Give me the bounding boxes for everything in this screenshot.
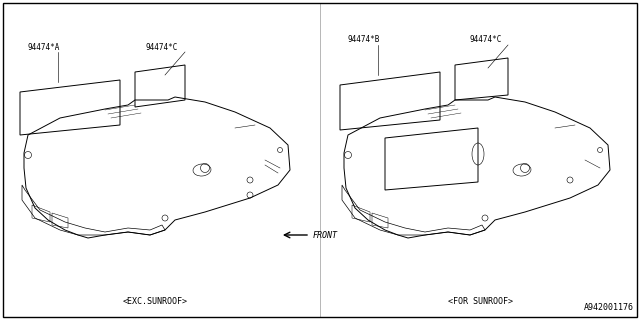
Text: A942001176: A942001176 xyxy=(584,303,634,312)
Text: <EXC.SUNROOF>: <EXC.SUNROOF> xyxy=(122,298,188,307)
Text: <FOR SUNROOF>: <FOR SUNROOF> xyxy=(447,298,513,307)
Text: 94474*C: 94474*C xyxy=(145,44,177,52)
Text: 94474*C: 94474*C xyxy=(470,36,502,44)
Text: FRONT: FRONT xyxy=(313,230,338,239)
Text: 94474*A: 94474*A xyxy=(28,44,60,52)
Text: 94474*B: 94474*B xyxy=(348,36,380,44)
